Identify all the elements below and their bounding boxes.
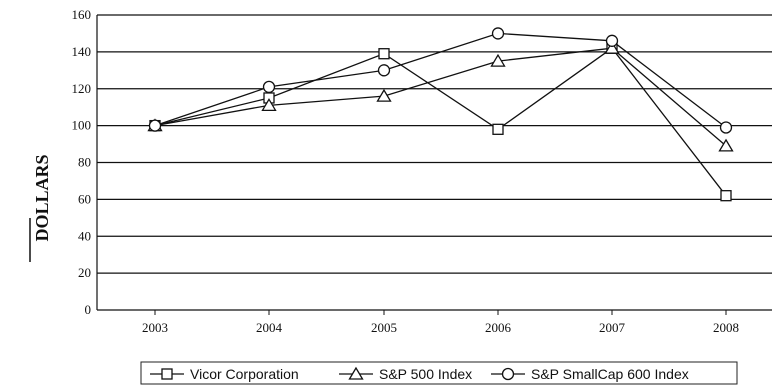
x-tick-label: 2004: [256, 320, 283, 335]
y-tick-label: 20: [78, 265, 91, 280]
data-point-square: [720, 190, 732, 202]
legend-marker-triangle: [348, 366, 364, 380]
x-tick-labels: 2003 2004 2005 2006 2007 2008: [142, 320, 739, 335]
data-point-circle: [377, 64, 391, 77]
legend: Vicor Corporation S&P 500 Index S&P SmallC…: [140, 361, 738, 385]
data-point-circle: [605, 34, 619, 47]
data-point-circle: [148, 119, 162, 132]
y-tick-label: 40: [78, 228, 91, 243]
x-tick-label: 2003: [142, 320, 168, 335]
data-point-triangle: [490, 53, 506, 67]
y-tick-label: 140: [72, 44, 92, 59]
gridlines: [97, 14, 772, 274]
x-tick-label: 2005: [371, 320, 397, 335]
legend-marker-square: [161, 368, 173, 380]
y-tick-label: 100: [72, 118, 92, 133]
y-tick-label: 80: [78, 155, 91, 170]
data-point-circle: [262, 80, 276, 94]
legend-marker-circle: [501, 367, 515, 381]
x-tick-label: 2007: [599, 320, 626, 335]
y-tick-label: 160: [72, 7, 92, 22]
series-line-square: [154, 47, 727, 197]
legend-label: S&P SmallCap 600 Index: [531, 366, 689, 382]
data-point-triangle: [376, 88, 392, 102]
data-point-circle: [719, 121, 733, 134]
y-tick-label: 60: [78, 191, 91, 206]
data-point-square: [378, 48, 390, 60]
x-tick-label: 2006: [485, 320, 512, 335]
series-line-circle: [154, 32, 727, 128]
data-point-square: [492, 123, 504, 135]
legend-label: S&P 500 Index: [379, 366, 472, 382]
axes: [96, 15, 772, 315]
y-tick-labels: 0 20 40 60 80 100 120 140 160: [72, 7, 92, 317]
legend-box: [140, 361, 738, 385]
data-point-triangle: [718, 138, 734, 152]
legend-label: Vicor Corporation: [190, 366, 299, 382]
data-point-triangle: [604, 40, 620, 54]
x-tick-label: 2008: [713, 320, 739, 335]
y-axis-label: DOLLARS: [32, 154, 52, 241]
y-tick-label: 120: [72, 81, 92, 96]
y-tick-label: 0: [85, 302, 92, 317]
series-line-triangle: [154, 47, 727, 147]
data-point-triangle: [261, 98, 277, 111]
series-lines: [147, 27, 734, 202]
data-point-circle: [491, 27, 505, 40]
